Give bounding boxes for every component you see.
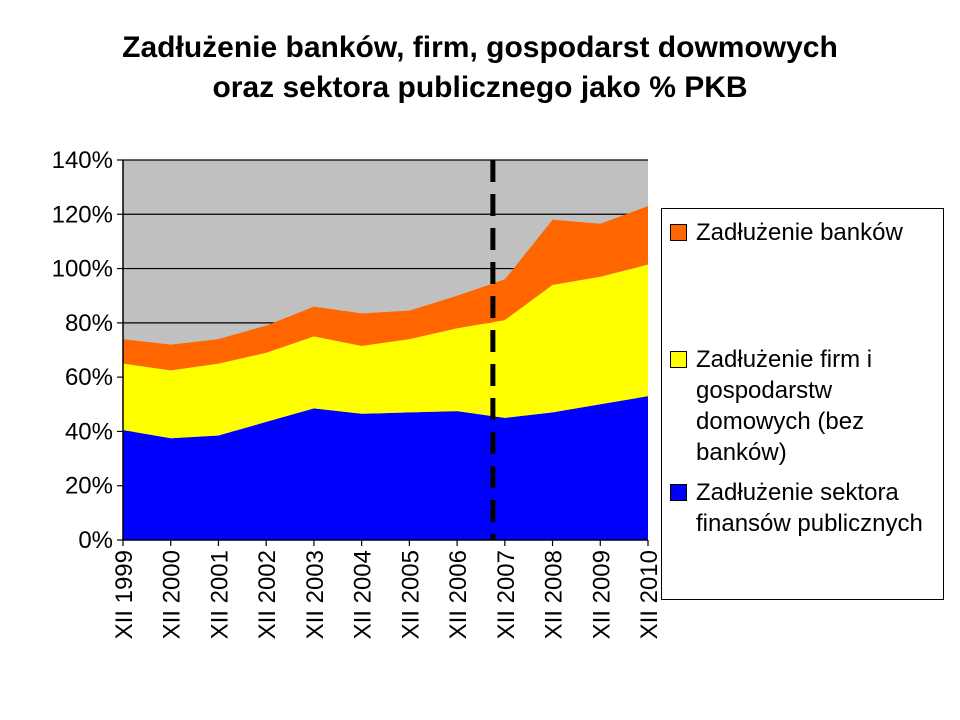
chart-title-line-1: Zadłużenie banków, firm, gospodarst dowm… xyxy=(122,31,838,64)
x-tick-label-9: XII 2008 xyxy=(541,550,568,639)
legend-swatch-1 xyxy=(670,351,687,368)
y-tick-label-0: 0% xyxy=(78,527,113,554)
stacked-areas xyxy=(123,206,648,540)
x-tick-label-3: XII 2002 xyxy=(254,550,281,639)
x-tick-label-2: XII 2001 xyxy=(206,550,233,639)
legend-item-2: Zadłużenie sektora finansów publicznych xyxy=(670,477,946,539)
x-tick-label-5: XII 2004 xyxy=(350,550,377,639)
legend-label-1: Zadłużenie firm i gospodarstw domowych (… xyxy=(696,346,873,466)
x-tick-label-7: XII 2006 xyxy=(445,550,472,639)
area-series-0 xyxy=(123,396,648,540)
x-tick-label-11: XII 2010 xyxy=(636,550,663,639)
legend-label-2: Zadłużenie sektora finansów publicznych xyxy=(696,479,923,537)
legend-swatch-0 xyxy=(670,224,687,241)
area-series-2 xyxy=(123,206,648,371)
y-tick-label-3: 60% xyxy=(65,364,113,391)
y-tick-label-6: 120% xyxy=(52,201,113,228)
legend: Zadłużenie banków Zadłużenie firm i gospo… xyxy=(661,208,944,600)
x-tick-label-6: XII 2005 xyxy=(397,550,424,639)
x-tick-label-0: XII 1999 xyxy=(111,550,138,639)
legend-item-0: Zadłużenie banków xyxy=(670,217,946,248)
x-tick-label-1: XII 2000 xyxy=(159,550,186,639)
x-tick-label-4: XII 2003 xyxy=(302,550,329,639)
legend-item-1: Zadłużenie firm i gospodarstw domowych (… xyxy=(670,344,946,468)
y-tick-label-2: 40% xyxy=(65,418,113,445)
area-series-1 xyxy=(123,264,648,439)
y-axis-tick-labels: 0% 20% 40% 60% 80% 100% 120% 140% xyxy=(52,147,113,554)
y-tick-label-4: 80% xyxy=(65,310,113,337)
legend-label-0: Zadłużenie banków xyxy=(696,219,903,246)
axes xyxy=(117,159,649,546)
x-tick-label-10: XII 2009 xyxy=(588,550,615,639)
x-tick-label-8: XII 2007 xyxy=(493,550,520,639)
y-tick-label-5: 100% xyxy=(52,256,113,283)
x-axis-tick-labels: XII 1999 XII 2000 XII 2001 XII 2002 XII 2003… xyxy=(111,550,663,639)
chart-title: Zadłużenie banków, firm, gospodarst dowm… xyxy=(0,28,960,108)
legend-swatch-2 xyxy=(670,484,687,501)
chart-title-line-2: oraz sektora publicznego jako % PKB xyxy=(212,71,748,104)
y-tick-label-1: 20% xyxy=(65,473,113,500)
y-tick-label-7: 140% xyxy=(52,147,113,174)
